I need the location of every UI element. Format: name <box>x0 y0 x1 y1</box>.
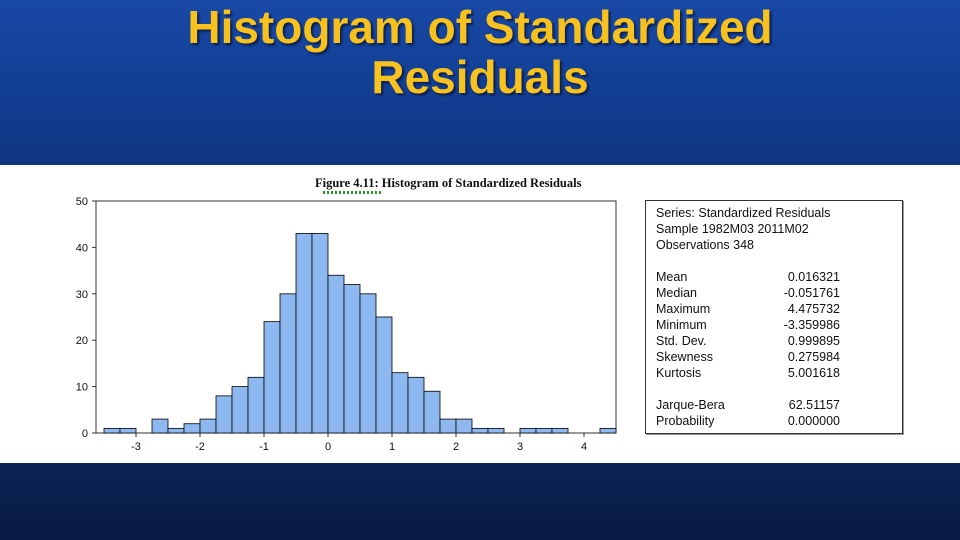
histogram-bar <box>343 284 361 434</box>
slide-title-line2: Residuals <box>371 51 589 103</box>
histogram-bar <box>215 395 233 434</box>
stat-label: Probability <box>656 414 715 428</box>
spellcheck-underline <box>323 191 383 194</box>
y-tick-label: 0 <box>82 428 88 440</box>
histogram-bar <box>279 293 297 434</box>
histogram-bar <box>599 427 617 434</box>
y-tick-label: 20 <box>76 335 88 347</box>
histogram-bar <box>535 427 553 434</box>
stat-value: -0.051761 <box>783 286 840 300</box>
histogram-bar <box>391 372 409 434</box>
y-tick-label: 50 <box>76 196 88 208</box>
figure-caption: Figure 4.11: Histogram of Standardized R… <box>315 176 582 194</box>
stat-label: Mean <box>656 270 688 284</box>
figure-caption-text: Figure 4.11: Histogram of Standardized R… <box>315 176 582 190</box>
histogram-bar <box>327 274 345 434</box>
histogram-bar <box>151 418 169 434</box>
histogram-bar <box>199 418 217 434</box>
histogram-bar <box>519 427 537 434</box>
stat-value: 0.000000 <box>787 414 840 428</box>
histogram-bar <box>423 390 441 434</box>
x-tick-label: 2 <box>453 441 459 452</box>
bottom-band <box>0 463 960 540</box>
histogram-bar <box>231 386 249 434</box>
y-tick-label: 40 <box>76 242 88 254</box>
x-tick-label: 3 <box>517 441 523 452</box>
histogram-bar <box>311 233 329 434</box>
histogram-chart: 0 10 20 30 40 50 -3 -2 -1 0 1 2 3 4 <box>76 196 617 452</box>
histogram-bar <box>407 376 425 434</box>
histogram-bar <box>167 427 185 434</box>
histogram-bar <box>487 427 505 434</box>
slide-title: Histogram of Standardized Residuals <box>0 2 960 102</box>
stats-observations: Observations 348 <box>656 238 754 252</box>
y-tick-label: 10 <box>76 382 88 394</box>
statistics-box: Series: Standardized Residuals Sample 19… <box>645 200 903 434</box>
x-tick-label: 0 <box>325 441 331 452</box>
x-tick-label: 4 <box>581 441 587 452</box>
stat-value: 0.999895 <box>787 334 840 348</box>
histogram-bar <box>471 427 489 434</box>
histogram-bar <box>359 293 377 434</box>
x-tick-label: -2 <box>195 441 205 452</box>
stat-value: 5.001618 <box>787 366 840 380</box>
stat-label: Kurtosis <box>656 366 702 380</box>
stat-label: Skewness <box>656 350 713 364</box>
stat-value: 4.475732 <box>787 302 840 316</box>
slide-title-line1: Histogram of Standardized <box>187 1 773 53</box>
title-band <box>0 0 960 165</box>
histogram-bar <box>119 427 137 434</box>
histogram-bar <box>263 321 281 434</box>
histogram-bar <box>295 233 313 434</box>
stat-value: -3.359986 <box>783 318 840 332</box>
histogram-bar <box>551 427 569 434</box>
stat-label: Minimum <box>656 318 707 332</box>
stats-series: Series: Standardized Residuals <box>656 206 831 220</box>
histogram-bar <box>247 376 265 434</box>
histogram-bar <box>455 418 473 434</box>
stat-value: 62.51157 <box>788 398 840 412</box>
stat-value: 0.275984 <box>787 350 840 364</box>
stat-value: 0.016321 <box>787 270 840 284</box>
x-tick-label: -1 <box>259 441 269 452</box>
histogram-bar <box>375 316 393 434</box>
stat-label: Median <box>656 286 697 300</box>
histogram-bar <box>183 423 201 434</box>
histogram-bar <box>439 418 457 434</box>
histogram-bar <box>103 427 121 434</box>
stats-sample: Sample 1982M03 2011M02 <box>656 222 809 236</box>
x-tick-label: 1 <box>389 441 395 452</box>
stat-label: Maximum <box>656 302 711 316</box>
stat-label: Jarque-Bera <box>656 398 725 412</box>
y-tick-label: 30 <box>76 289 88 301</box>
x-tick-label: -3 <box>131 441 141 452</box>
stat-label: Std. Dev. <box>656 334 707 348</box>
